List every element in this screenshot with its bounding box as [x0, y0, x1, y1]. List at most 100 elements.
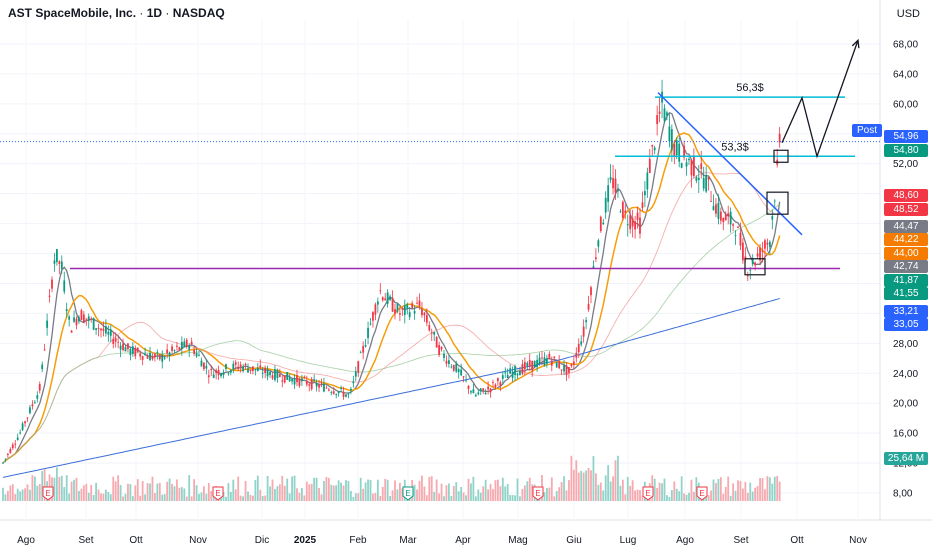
volume-bar: [281, 475, 284, 501]
volume-bar: [203, 486, 205, 501]
candle-body: [641, 202, 644, 208]
candle-body: [656, 115, 659, 125]
volume-bar: [301, 487, 303, 501]
candle-body: [766, 242, 769, 245]
candle-body: [727, 213, 730, 217]
volume-bar: [171, 483, 173, 501]
candle-body: [668, 126, 671, 141]
volume-bar: [173, 486, 176, 501]
candle-body: [176, 345, 178, 347]
candle-body: [141, 356, 144, 360]
candle-body: [568, 367, 570, 373]
volume-bar: [484, 479, 487, 501]
candle-body: [558, 361, 561, 369]
price-tag: 33,05: [884, 318, 928, 331]
volume-bar: [342, 485, 345, 501]
volume-bar: [617, 455, 619, 501]
volume-bar: [668, 496, 671, 501]
volume-bar: [448, 483, 450, 501]
volume-bar: [678, 491, 681, 501]
candle-body: [541, 357, 543, 359]
candle-body: [678, 143, 681, 162]
volume-bar: [134, 485, 137, 501]
volume-bar: [4, 494, 7, 501]
volume-bar: [149, 483, 151, 501]
candle-body: [749, 269, 752, 271]
candle-body: [53, 260, 56, 264]
candle-body: [264, 367, 267, 374]
volume-bar: [710, 490, 712, 501]
volume-bar: [354, 493, 357, 501]
candle-body: [136, 347, 139, 352]
volume-bar: [455, 482, 458, 501]
candle-body: [717, 202, 720, 219]
y-tick-label: 24,00: [893, 369, 918, 380]
candle-body: [511, 371, 514, 378]
volume-bar: [435, 479, 438, 501]
earnings-marker: E: [402, 486, 414, 501]
volume-bar: [771, 483, 774, 501]
price-tag: 41,87: [884, 274, 928, 287]
volume-bar: [296, 488, 298, 501]
candle-body: [764, 240, 766, 249]
volume-bar: [38, 484, 41, 501]
candle-body: [465, 379, 467, 381]
volume-bar: [543, 492, 546, 501]
volume-bar: [719, 477, 722, 501]
volume-bar: [693, 491, 695, 501]
volume-bar: [112, 476, 115, 501]
volume-bar: [78, 490, 80, 501]
candle-body: [732, 224, 734, 226]
candle-body: [305, 380, 308, 385]
target-label-2: 53,3$: [721, 141, 749, 153]
candle-body: [582, 326, 585, 337]
volume-bar: [433, 491, 436, 501]
volume-bar: [347, 480, 350, 501]
exchange-label: NASDAQ: [172, 6, 225, 20]
candle-body: [109, 329, 112, 336]
candle-body: [183, 341, 186, 347]
price-tag: 41,55: [884, 287, 928, 300]
candle-body: [73, 317, 75, 322]
volume-bar: [269, 486, 271, 501]
candle-body: [389, 296, 391, 300]
x-tick-label: 2025: [294, 535, 317, 546]
volume-bar: [53, 477, 56, 501]
candle-body: [217, 370, 220, 376]
candle-body: [207, 375, 210, 378]
price-tag: 54,80: [884, 144, 928, 157]
candle-body: [33, 402, 36, 404]
candle-body: [474, 394, 477, 397]
volume-bar: [612, 476, 614, 501]
volume-bar: [391, 490, 394, 501]
candle-body: [381, 297, 384, 301]
candle-body: [553, 356, 556, 358]
y-tick-label: 8,00: [893, 489, 913, 500]
candle-body: [448, 360, 450, 364]
candle-body: [509, 368, 512, 374]
volume-bar: [73, 479, 75, 501]
y-tick-label: 60,00: [893, 99, 918, 110]
candle-body: [345, 394, 347, 397]
candle-body: [259, 365, 262, 368]
volume-bar: [746, 492, 749, 501]
candle-body: [134, 347, 137, 357]
candle-body: [185, 339, 188, 347]
candle-body: [325, 387, 328, 389]
candle-body: [43, 349, 46, 351]
candle-body: [7, 453, 9, 455]
candle-body: [31, 404, 34, 407]
volume-bar: [33, 476, 36, 501]
candle-body: [425, 315, 428, 323]
candle-body: [220, 373, 222, 377]
candle-body: [575, 352, 578, 358]
candle-body: [372, 312, 374, 321]
candle-body: [546, 358, 548, 364]
volume-bar: [114, 481, 117, 501]
candle-body: [156, 352, 159, 353]
volume-bar: [450, 495, 453, 501]
candle-body: [70, 330, 73, 333]
candle-body: [350, 388, 352, 391]
volume-bar: [234, 489, 237, 501]
